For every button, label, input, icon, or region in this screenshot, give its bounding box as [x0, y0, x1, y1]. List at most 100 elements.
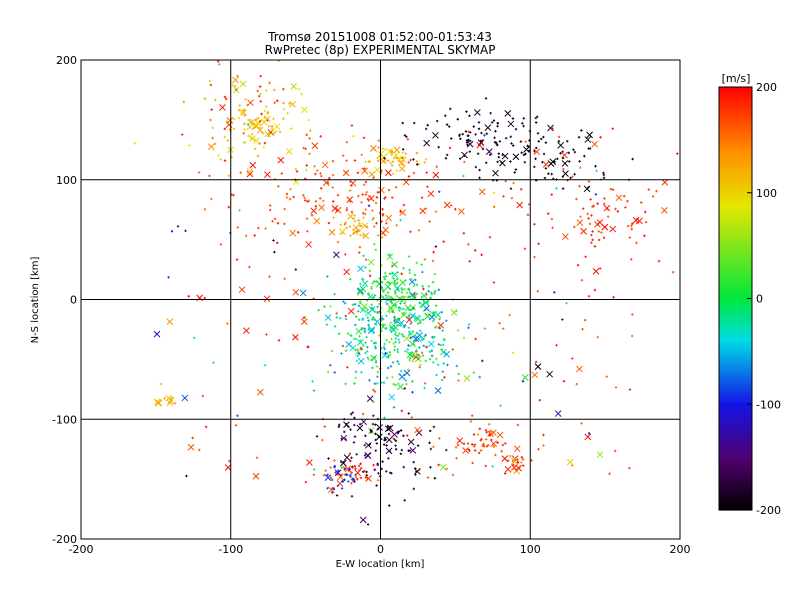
velocity-point-plus	[232, 118, 236, 121]
velocity-point-plus	[392, 382, 395, 386]
velocity-point-plus	[591, 238, 594, 242]
velocity-point-plus	[382, 275, 386, 279]
velocity-point-plus	[374, 438, 377, 442]
velocity-point-plus	[488, 153, 492, 157]
velocity-point-cross	[359, 306, 367, 314]
x-tick-label: -100	[218, 543, 243, 556]
velocity-point-plus	[433, 289, 437, 293]
velocity-point-plus	[463, 154, 466, 158]
velocity-point-plus	[448, 146, 452, 150]
colorbar-segment	[719, 129, 752, 133]
velocity-point-plus	[359, 346, 363, 350]
velocity-point-cross	[501, 152, 509, 160]
velocity-point-plus	[358, 335, 361, 338]
velocity-point-plus	[364, 180, 368, 184]
velocity-point-plus	[455, 364, 459, 368]
colorbar-segment	[719, 417, 752, 421]
velocity-point-plus	[553, 160, 556, 164]
velocity-point-plus	[403, 301, 406, 305]
colorbar-segment	[719, 306, 752, 310]
velocity-point-cross	[246, 168, 254, 175]
velocity-point-plus	[361, 234, 365, 237]
velocity-point-plus	[418, 468, 421, 471]
velocity-point-plus	[395, 156, 398, 160]
velocity-point-plus	[342, 300, 345, 303]
velocity-point-plus	[219, 158, 222, 161]
velocity-point-plus	[305, 133, 308, 137]
velocity-point-plus	[372, 280, 376, 283]
velocity-point-plus	[551, 127, 554, 130]
velocity-point-plus	[382, 443, 386, 446]
velocity-point-plus	[435, 373, 438, 377]
colorbar-segment	[719, 363, 752, 367]
velocity-point-plus	[445, 319, 448, 322]
velocity-point-plus	[514, 168, 518, 171]
velocity-point-plus	[372, 463, 375, 467]
velocity-point-plus	[485, 132, 488, 135]
velocity-point-plus	[330, 349, 334, 353]
colorbar-segment	[719, 93, 752, 97]
velocity-point-plus	[411, 380, 414, 383]
velocity-point-cross	[364, 441, 372, 449]
velocity-point-plus	[365, 470, 368, 474]
velocity-point-plus	[390, 281, 394, 284]
velocity-point-cross	[322, 179, 330, 186]
velocity-point-cross	[337, 473, 344, 481]
velocity-point-cross	[566, 458, 574, 466]
velocity-point-plus	[584, 255, 587, 258]
velocity-point-plus	[328, 176, 331, 180]
velocity-point-plus	[401, 288, 404, 291]
velocity-point-plus	[176, 225, 180, 228]
velocity-point-plus	[385, 222, 388, 225]
velocity-point-plus	[542, 433, 545, 437]
velocity-point-plus	[208, 174, 211, 178]
velocity-point-plus	[403, 156, 407, 159]
velocity-point-cross	[351, 228, 359, 236]
velocity-point-plus	[411, 330, 415, 333]
velocity-point-plus	[596, 335, 599, 339]
velocity-point-plus	[444, 157, 448, 160]
velocity-point-plus	[444, 114, 447, 117]
velocity-point-plus	[490, 121, 494, 124]
velocity-point-plus	[467, 323, 471, 326]
velocity-point-plus	[349, 234, 352, 237]
velocity-point-plus	[297, 88, 301, 91]
velocity-point-plus	[356, 478, 359, 481]
velocity-point-plus	[227, 174, 230, 177]
velocity-point-plus	[319, 135, 322, 138]
colorbar-segment	[719, 249, 752, 253]
colorbar-segment	[719, 348, 752, 352]
velocity-point-plus	[593, 245, 597, 248]
colorbar-segment	[719, 408, 752, 412]
colorbar-segment	[719, 240, 752, 244]
velocity-point-plus	[537, 140, 540, 143]
velocity-point-cross	[361, 167, 369, 175]
velocity-point-plus	[536, 290, 539, 293]
velocity-point-plus	[326, 370, 330, 374]
velocity-point-plus	[407, 344, 410, 347]
velocity-point-plus	[357, 352, 361, 355]
velocity-point-plus	[438, 437, 441, 440]
velocity-point-plus	[282, 117, 285, 120]
velocity-point-plus	[496, 125, 499, 128]
velocity-point-plus	[163, 397, 166, 400]
velocity-point-plus	[533, 255, 536, 259]
velocity-point-plus	[459, 137, 462, 140]
velocity-point-cross	[412, 353, 420, 361]
velocity-point-plus	[491, 465, 494, 468]
velocity-point-plus	[635, 241, 638, 245]
velocity-point-plus	[374, 341, 378, 345]
velocity-point-plus	[500, 450, 503, 453]
velocity-point-plus	[387, 159, 390, 162]
velocity-point-plus	[500, 161, 504, 164]
velocity-point-plus	[676, 152, 679, 155]
velocity-point-plus	[408, 314, 411, 317]
velocity-point-plus	[594, 165, 597, 168]
velocity-point-plus	[349, 459, 352, 463]
velocity-point-plus	[273, 88, 276, 92]
velocity-point-plus	[372, 176, 375, 179]
velocity-point-plus	[371, 366, 374, 370]
velocity-point-cross	[277, 156, 285, 164]
velocity-point-plus	[399, 452, 403, 456]
velocity-point-plus	[398, 306, 401, 309]
